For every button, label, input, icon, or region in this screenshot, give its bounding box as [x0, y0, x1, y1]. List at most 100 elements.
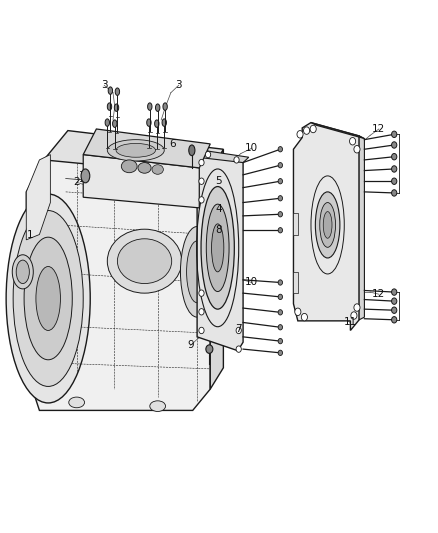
Text: 4: 4 [215, 204, 223, 214]
Ellipse shape [117, 239, 172, 284]
Polygon shape [17, 261, 25, 280]
Ellipse shape [163, 103, 167, 110]
Ellipse shape [278, 350, 283, 356]
Ellipse shape [199, 309, 204, 315]
Ellipse shape [205, 151, 211, 158]
Ellipse shape [69, 397, 85, 408]
Text: 2: 2 [73, 177, 80, 187]
Text: 1: 1 [26, 230, 33, 239]
Ellipse shape [236, 346, 241, 352]
Ellipse shape [392, 166, 397, 172]
Ellipse shape [115, 88, 120, 95]
Ellipse shape [278, 147, 283, 152]
Ellipse shape [108, 87, 113, 94]
Ellipse shape [199, 290, 204, 296]
Ellipse shape [105, 119, 110, 126]
Ellipse shape [320, 203, 336, 247]
Text: 6: 6 [170, 139, 177, 149]
Ellipse shape [278, 228, 283, 233]
Ellipse shape [107, 103, 112, 110]
Text: 12: 12 [372, 289, 385, 299]
Ellipse shape [107, 229, 182, 293]
Ellipse shape [150, 401, 166, 411]
Ellipse shape [12, 255, 33, 289]
Ellipse shape [113, 120, 117, 127]
Ellipse shape [36, 266, 60, 330]
Ellipse shape [278, 163, 283, 168]
Ellipse shape [24, 237, 72, 360]
Ellipse shape [199, 178, 204, 184]
Ellipse shape [201, 187, 234, 309]
Text: 12: 12 [372, 124, 385, 134]
Ellipse shape [392, 142, 397, 148]
Ellipse shape [392, 131, 397, 138]
Ellipse shape [278, 196, 283, 201]
Ellipse shape [392, 298, 397, 304]
Ellipse shape [323, 212, 332, 238]
Ellipse shape [187, 241, 208, 303]
Ellipse shape [180, 227, 214, 317]
Ellipse shape [278, 310, 283, 315]
Ellipse shape [147, 119, 151, 126]
Ellipse shape [278, 179, 283, 184]
Ellipse shape [116, 143, 155, 157]
Polygon shape [197, 149, 243, 351]
Ellipse shape [13, 211, 83, 386]
Ellipse shape [234, 157, 239, 163]
Ellipse shape [199, 327, 204, 334]
Ellipse shape [199, 159, 204, 166]
Ellipse shape [278, 338, 283, 344]
Polygon shape [359, 136, 364, 320]
Ellipse shape [114, 104, 119, 111]
Ellipse shape [392, 289, 397, 295]
Ellipse shape [189, 145, 195, 156]
Polygon shape [83, 129, 210, 168]
Text: 10: 10 [245, 278, 258, 287]
Ellipse shape [354, 146, 360, 153]
Ellipse shape [301, 313, 307, 321]
Text: 7: 7 [235, 325, 242, 334]
Ellipse shape [121, 160, 137, 173]
Ellipse shape [206, 345, 213, 353]
Polygon shape [197, 150, 249, 163]
Ellipse shape [278, 325, 283, 330]
Polygon shape [293, 123, 359, 330]
Ellipse shape [354, 304, 360, 311]
Ellipse shape [162, 119, 166, 126]
Ellipse shape [155, 120, 159, 127]
Polygon shape [311, 123, 364, 139]
Polygon shape [26, 155, 50, 240]
Ellipse shape [297, 131, 303, 138]
Ellipse shape [392, 154, 397, 160]
Polygon shape [293, 272, 298, 293]
Polygon shape [44, 131, 223, 176]
Ellipse shape [392, 178, 397, 184]
Polygon shape [293, 213, 298, 235]
Ellipse shape [212, 224, 224, 272]
Text: 3: 3 [101, 80, 108, 90]
Text: 11: 11 [344, 318, 357, 327]
Ellipse shape [206, 204, 229, 292]
Text: 8: 8 [215, 225, 223, 235]
Ellipse shape [278, 212, 283, 217]
Ellipse shape [310, 125, 316, 133]
Ellipse shape [138, 163, 151, 173]
Polygon shape [210, 149, 223, 389]
Ellipse shape [304, 127, 310, 134]
Text: 3: 3 [175, 80, 182, 90]
Ellipse shape [152, 165, 163, 174]
Ellipse shape [236, 327, 241, 334]
Ellipse shape [295, 308, 301, 316]
Ellipse shape [392, 190, 397, 196]
Text: 10: 10 [245, 143, 258, 153]
Ellipse shape [392, 307, 397, 313]
Ellipse shape [351, 312, 357, 319]
Ellipse shape [16, 260, 29, 284]
Ellipse shape [148, 103, 152, 110]
Ellipse shape [315, 192, 340, 258]
Ellipse shape [81, 169, 90, 183]
Polygon shape [26, 155, 210, 410]
Ellipse shape [350, 138, 356, 145]
Ellipse shape [155, 104, 160, 111]
Ellipse shape [392, 317, 397, 323]
